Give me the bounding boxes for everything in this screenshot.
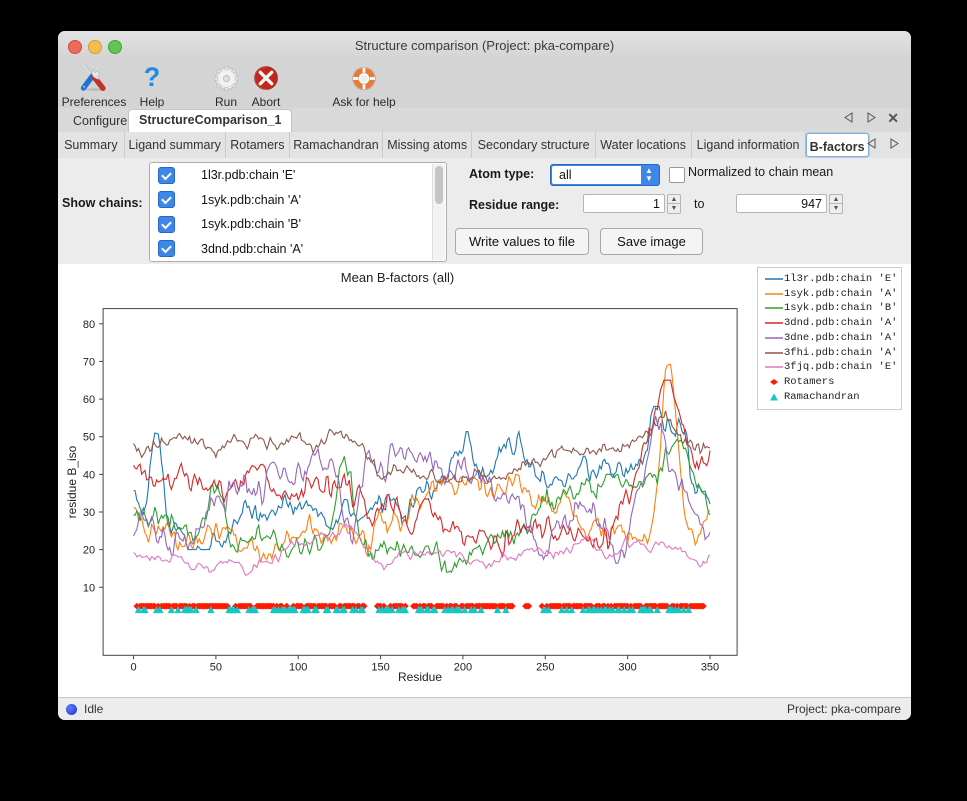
svg-text:60: 60 bbox=[83, 394, 95, 406]
svg-text:250: 250 bbox=[536, 661, 554, 673]
svg-text:30: 30 bbox=[83, 507, 95, 519]
svg-text:100: 100 bbox=[289, 661, 307, 673]
svg-text:20: 20 bbox=[83, 545, 95, 557]
svg-text:350: 350 bbox=[701, 661, 719, 673]
svg-text:150: 150 bbox=[371, 661, 389, 673]
svg-text:200: 200 bbox=[454, 661, 472, 673]
svg-text:70: 70 bbox=[83, 356, 95, 368]
svg-text:40: 40 bbox=[83, 469, 95, 481]
svg-text:0: 0 bbox=[130, 661, 136, 673]
svg-text:80: 80 bbox=[83, 319, 95, 331]
svg-text:50: 50 bbox=[83, 432, 95, 444]
svg-text:10: 10 bbox=[83, 582, 95, 594]
svg-text:300: 300 bbox=[618, 661, 636, 673]
svg-text:50: 50 bbox=[210, 661, 222, 673]
svg-text:?: ? bbox=[144, 65, 161, 92]
